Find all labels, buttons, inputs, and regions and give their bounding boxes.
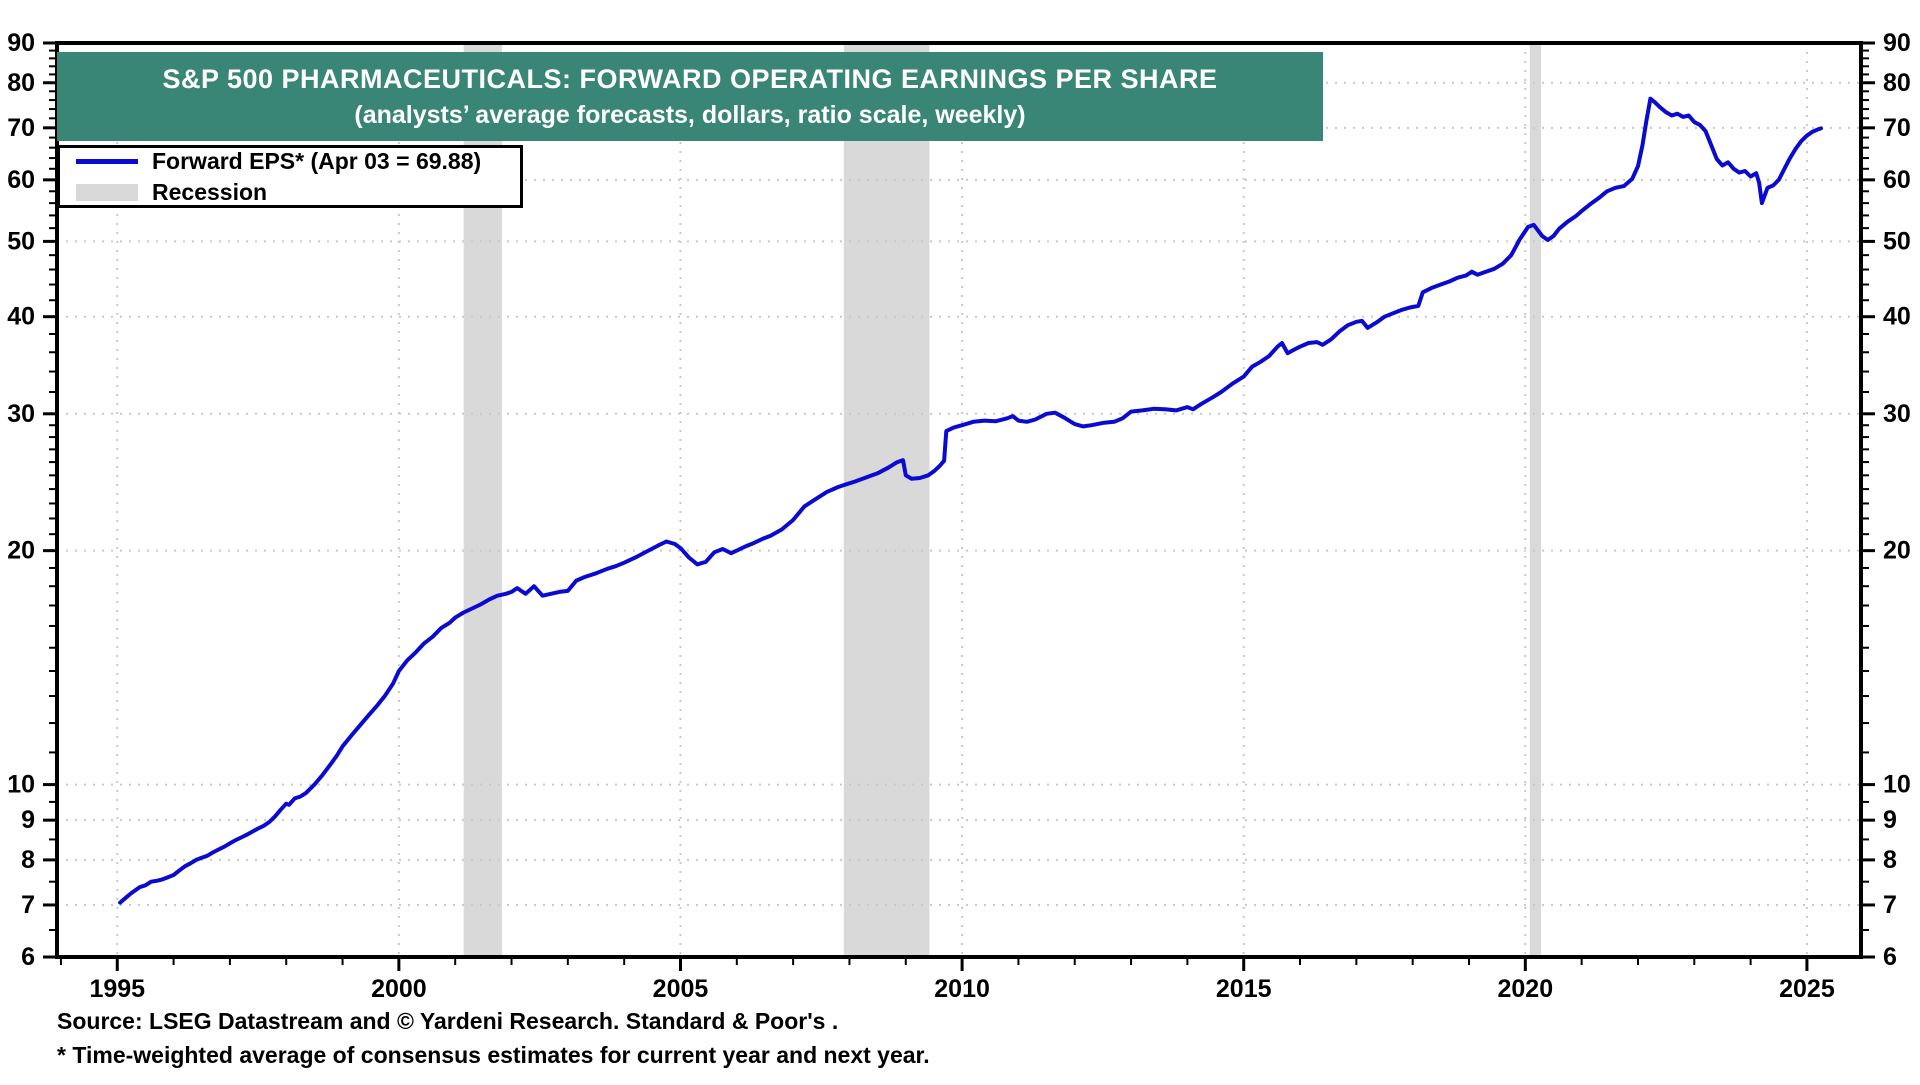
- chart-title: S&P 500 PHARMACEUTICALS: FORWARD OPERATI…: [162, 63, 1218, 94]
- svg-text:2025: 2025: [1779, 975, 1835, 1003]
- svg-text:2015: 2015: [1216, 975, 1272, 1003]
- svg-text:2020: 2020: [1498, 975, 1554, 1003]
- plot-border: [55, 41, 1863, 959]
- svg-text:50: 50: [7, 227, 35, 255]
- svg-text:2010: 2010: [934, 975, 990, 1003]
- svg-text:60: 60: [7, 166, 35, 194]
- svg-text:70: 70: [7, 114, 35, 142]
- svg-text:50: 50: [1883, 227, 1911, 255]
- svg-text:2005: 2005: [653, 975, 709, 1003]
- svg-text:20: 20: [7, 537, 35, 565]
- chart-subtitle: (analysts’ average forecasts, dollars, r…: [354, 100, 1026, 129]
- svg-text:80: 80: [1883, 69, 1911, 97]
- svg-text:30: 30: [7, 400, 35, 428]
- forward-eps-line: [118, 96, 1823, 905]
- svg-text:10: 10: [1883, 771, 1911, 799]
- svg-text:40: 40: [1883, 303, 1911, 331]
- svg-text:60: 60: [1883, 166, 1911, 194]
- svg-text:2000: 2000: [371, 975, 427, 1003]
- source-text: Source: LSEG Datastream and © Yardeni Re…: [57, 1008, 839, 1034]
- footnote-text: * Time-weighted average of consensus est…: [57, 1042, 930, 1068]
- legend-row-forward-eps: Forward EPS* (Apr 03 = 69.88): [76, 148, 520, 175]
- legend-recession-label: Recession: [152, 178, 268, 205]
- legend-row-recession: Recession: [76, 179, 520, 206]
- svg-text:6: 6: [21, 943, 35, 971]
- svg-text:30: 30: [1883, 400, 1911, 428]
- svg-text:1995: 1995: [89, 975, 145, 1003]
- svg-text:9: 9: [21, 806, 35, 834]
- legend-series-label: Forward EPS* (Apr 03 = 69.88): [152, 147, 482, 174]
- svg-text:80: 80: [7, 69, 35, 97]
- svg-text:8: 8: [21, 846, 35, 874]
- svg-text:9: 9: [1883, 806, 1897, 834]
- svg-text:7: 7: [21, 891, 35, 919]
- svg-text:70: 70: [1883, 114, 1911, 142]
- svg-text:10: 10: [7, 771, 35, 799]
- legend-recession-swatch-icon: [76, 183, 138, 201]
- svg-text:20: 20: [1883, 537, 1911, 565]
- svg-text:40: 40: [7, 303, 35, 331]
- svg-text:6: 6: [1883, 943, 1897, 971]
- svg-text:8: 8: [1883, 846, 1897, 874]
- svg-text:90: 90: [1883, 29, 1911, 57]
- svg-text:90: 90: [7, 29, 35, 57]
- legend-box: Forward EPS* (Apr 03 = 69.88) Recession: [57, 145, 523, 208]
- legend-line-swatch-icon: [76, 158, 138, 164]
- chart-title-band: S&P 500 PHARMACEUTICALS: FORWARD OPERATI…: [57, 52, 1323, 141]
- x-axis-ticks: 1995 2000 2005 2010 2015 2020 2025: [59, 957, 1835, 1003]
- svg-text:7: 7: [1883, 891, 1897, 919]
